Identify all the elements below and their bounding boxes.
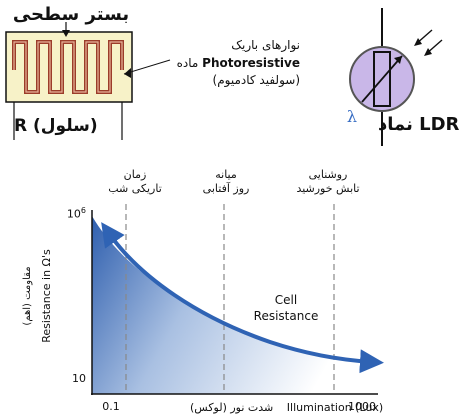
annotation-day-line1: میانه [215,168,237,181]
material-name: Photoresistive [202,56,300,70]
material-pointer [123,59,171,75]
ldr-cell-drawing [5,22,171,140]
annotation-day-line2: روز آفتابی [202,182,250,195]
x-tick-max: 1000 [348,400,376,413]
cell-label: R (سلول) [14,116,98,136]
material-note: (سولفید کادمیوم) [212,73,300,87]
curve-label-line1: Cell [274,293,298,307]
light-arrows-icon [414,29,443,56]
material-label: ماده Photoresistive [140,56,300,70]
y-axis-label-fa: مقاومت (اهم) [22,266,33,326]
y-tick-top: 106 [62,206,86,221]
strip-label: نوارهای باریک [231,38,300,52]
y-tick-top-exponent: 6 [80,206,86,215]
x-axis-label-en: Illumination (Lux) [286,401,384,414]
substrate-label: بستر سطحی [12,4,130,25]
x-axis-label-fa: شدت نور (لوکس) [190,401,274,414]
material-prefix: ماده [176,56,199,70]
annotation-night-line1: زمان [123,168,147,181]
annotation-night: زمان تاریکی شب [100,168,170,196]
ldr-symbol [349,8,443,146]
x-tick-min: 0.1 [102,400,120,413]
annotation-day: میانه روز آفتابی [186,168,266,196]
curve-label-line2: Resistance [253,309,319,323]
annotation-sun-line1: روشنایی [308,168,348,181]
annotation-night-line2: تاریکی شب [108,182,162,195]
annotation-sun: روشنایی تابش خورشید [278,168,378,196]
annotation-sun-line2: تابش خورشید [296,182,360,195]
y-axis-label-en: Resistance in Ω's [40,249,53,343]
resistance-curve [101,222,384,374]
ldr-symbol-label: نماد LDR [378,114,460,135]
y-tick-top-base: 10 [66,207,81,221]
ldr-resistor-body [373,51,391,107]
x-axis-label: شدت نور (لوکس) Illumination (Lux) [190,401,383,414]
lambda-label: λ [346,107,358,126]
curve-label: Cell Resistance [246,292,326,324]
graph-area [91,204,384,395]
y-tick-bottom: 10 [72,372,86,385]
